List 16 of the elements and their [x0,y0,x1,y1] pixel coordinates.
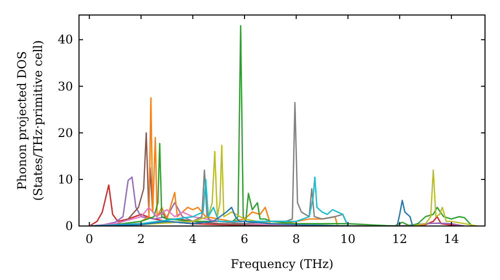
line-series [88,176,349,226]
x-tick-label: 0 [86,232,94,246]
y-tick-label: 0 [65,219,73,233]
y-tick-label: 30 [58,79,73,94]
x-tick-label: 4 [188,232,197,246]
x-tick-label: 8 [292,232,300,246]
y-axis-title: Phonon projected DOS (States/THz·primitive cell) [15,40,45,201]
x-tick-label: 14 [444,232,460,246]
x-tick-label: 6 [240,232,248,246]
y-tick-label: 10 [58,172,73,186]
x-tick-label: 10 [340,232,356,246]
y-tick-label: 20 [58,126,73,140]
x-axis-title: Frequency (THz) [230,257,334,271]
y-tick-label: 40 [58,32,73,47]
x-tick-label: 2 [137,232,145,246]
x-tick-label: 12 [392,232,408,246]
